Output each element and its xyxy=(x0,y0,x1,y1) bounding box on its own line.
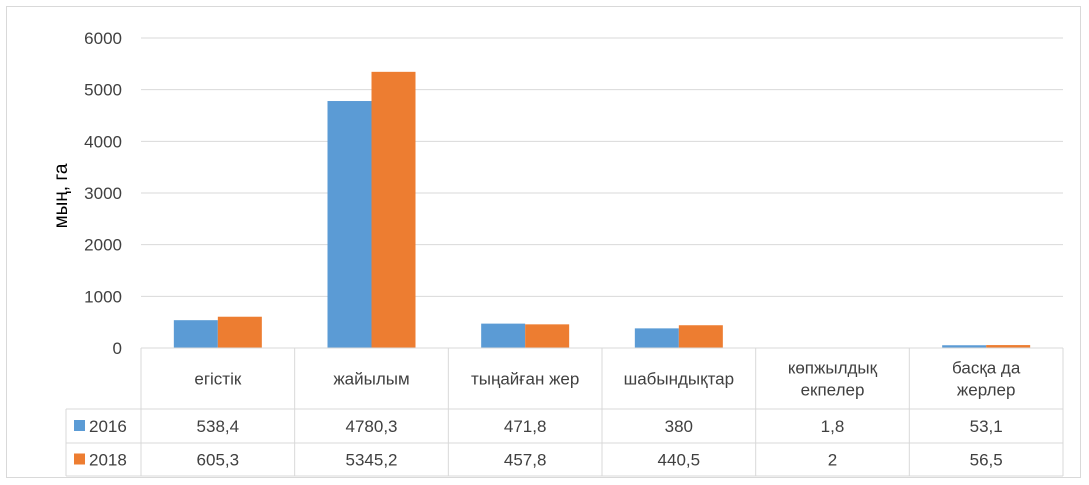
bars xyxy=(173,71,1031,349)
y-axis-title: мың, га xyxy=(51,163,72,228)
category-label: басқа да xyxy=(952,359,1021,378)
category-label: жайылым xyxy=(333,370,409,389)
data-label: 457,8 xyxy=(504,451,547,470)
data-label: 1,8 xyxy=(821,417,845,436)
category-label: тыңайған жер xyxy=(471,370,579,389)
data-label: 2 xyxy=(828,451,837,470)
y-tick-label: 5000 xyxy=(84,81,122,100)
y-tick-label: 6000 xyxy=(84,29,122,48)
bar-2018-5 xyxy=(986,345,1031,348)
legend-swatch-2016 xyxy=(74,420,85,431)
bar-2018-3 xyxy=(678,325,723,348)
data-label: 380 xyxy=(665,417,693,436)
category-label: көпжылдық xyxy=(788,359,878,378)
bar-2016-3 xyxy=(634,328,679,348)
y-axis-ticks: 0 1000 2000 3000 4000 5000 6000 xyxy=(84,29,122,358)
data-label: 538,4 xyxy=(197,417,240,436)
bar-2016-5 xyxy=(942,345,987,348)
data-label: 605,3 xyxy=(197,451,240,470)
legend-swatch-2018 xyxy=(74,453,85,465)
category-label: жерлер xyxy=(957,381,1016,400)
bar-2016-0 xyxy=(173,320,218,348)
category-label: екпелер xyxy=(801,381,865,400)
gridlines xyxy=(141,37,1063,349)
data-label: 5345,2 xyxy=(346,451,398,470)
data-label: 53,1 xyxy=(970,417,1003,436)
data-label: 471,8 xyxy=(504,417,547,436)
bar-2018-0 xyxy=(217,316,262,348)
y-tick-label: 2000 xyxy=(84,236,122,255)
chart-frame xyxy=(6,6,1081,478)
bar-2016-2 xyxy=(481,323,526,348)
y-tick-label: 1000 xyxy=(84,287,122,306)
legend-label-2018: 2018 xyxy=(89,451,127,470)
bar-2018-1 xyxy=(371,71,416,349)
legend-label-2016: 2016 xyxy=(89,417,127,436)
data-table: егістік жайылым тыңайған жер шабындықтар көп… xyxy=(65,347,1064,477)
data-label: 440,5 xyxy=(658,451,701,470)
data-label: 56,5 xyxy=(970,451,1003,470)
category-label: шабындықтар xyxy=(624,370,735,389)
data-label: 4780,3 xyxy=(346,417,398,436)
bar-2018-2 xyxy=(525,324,570,348)
y-tick-label: 4000 xyxy=(84,132,122,151)
bar-2016-1 xyxy=(327,101,372,349)
y-tick-label: 0 xyxy=(113,339,122,358)
y-tick-label: 3000 xyxy=(84,184,122,203)
category-label: егістік xyxy=(194,370,241,389)
